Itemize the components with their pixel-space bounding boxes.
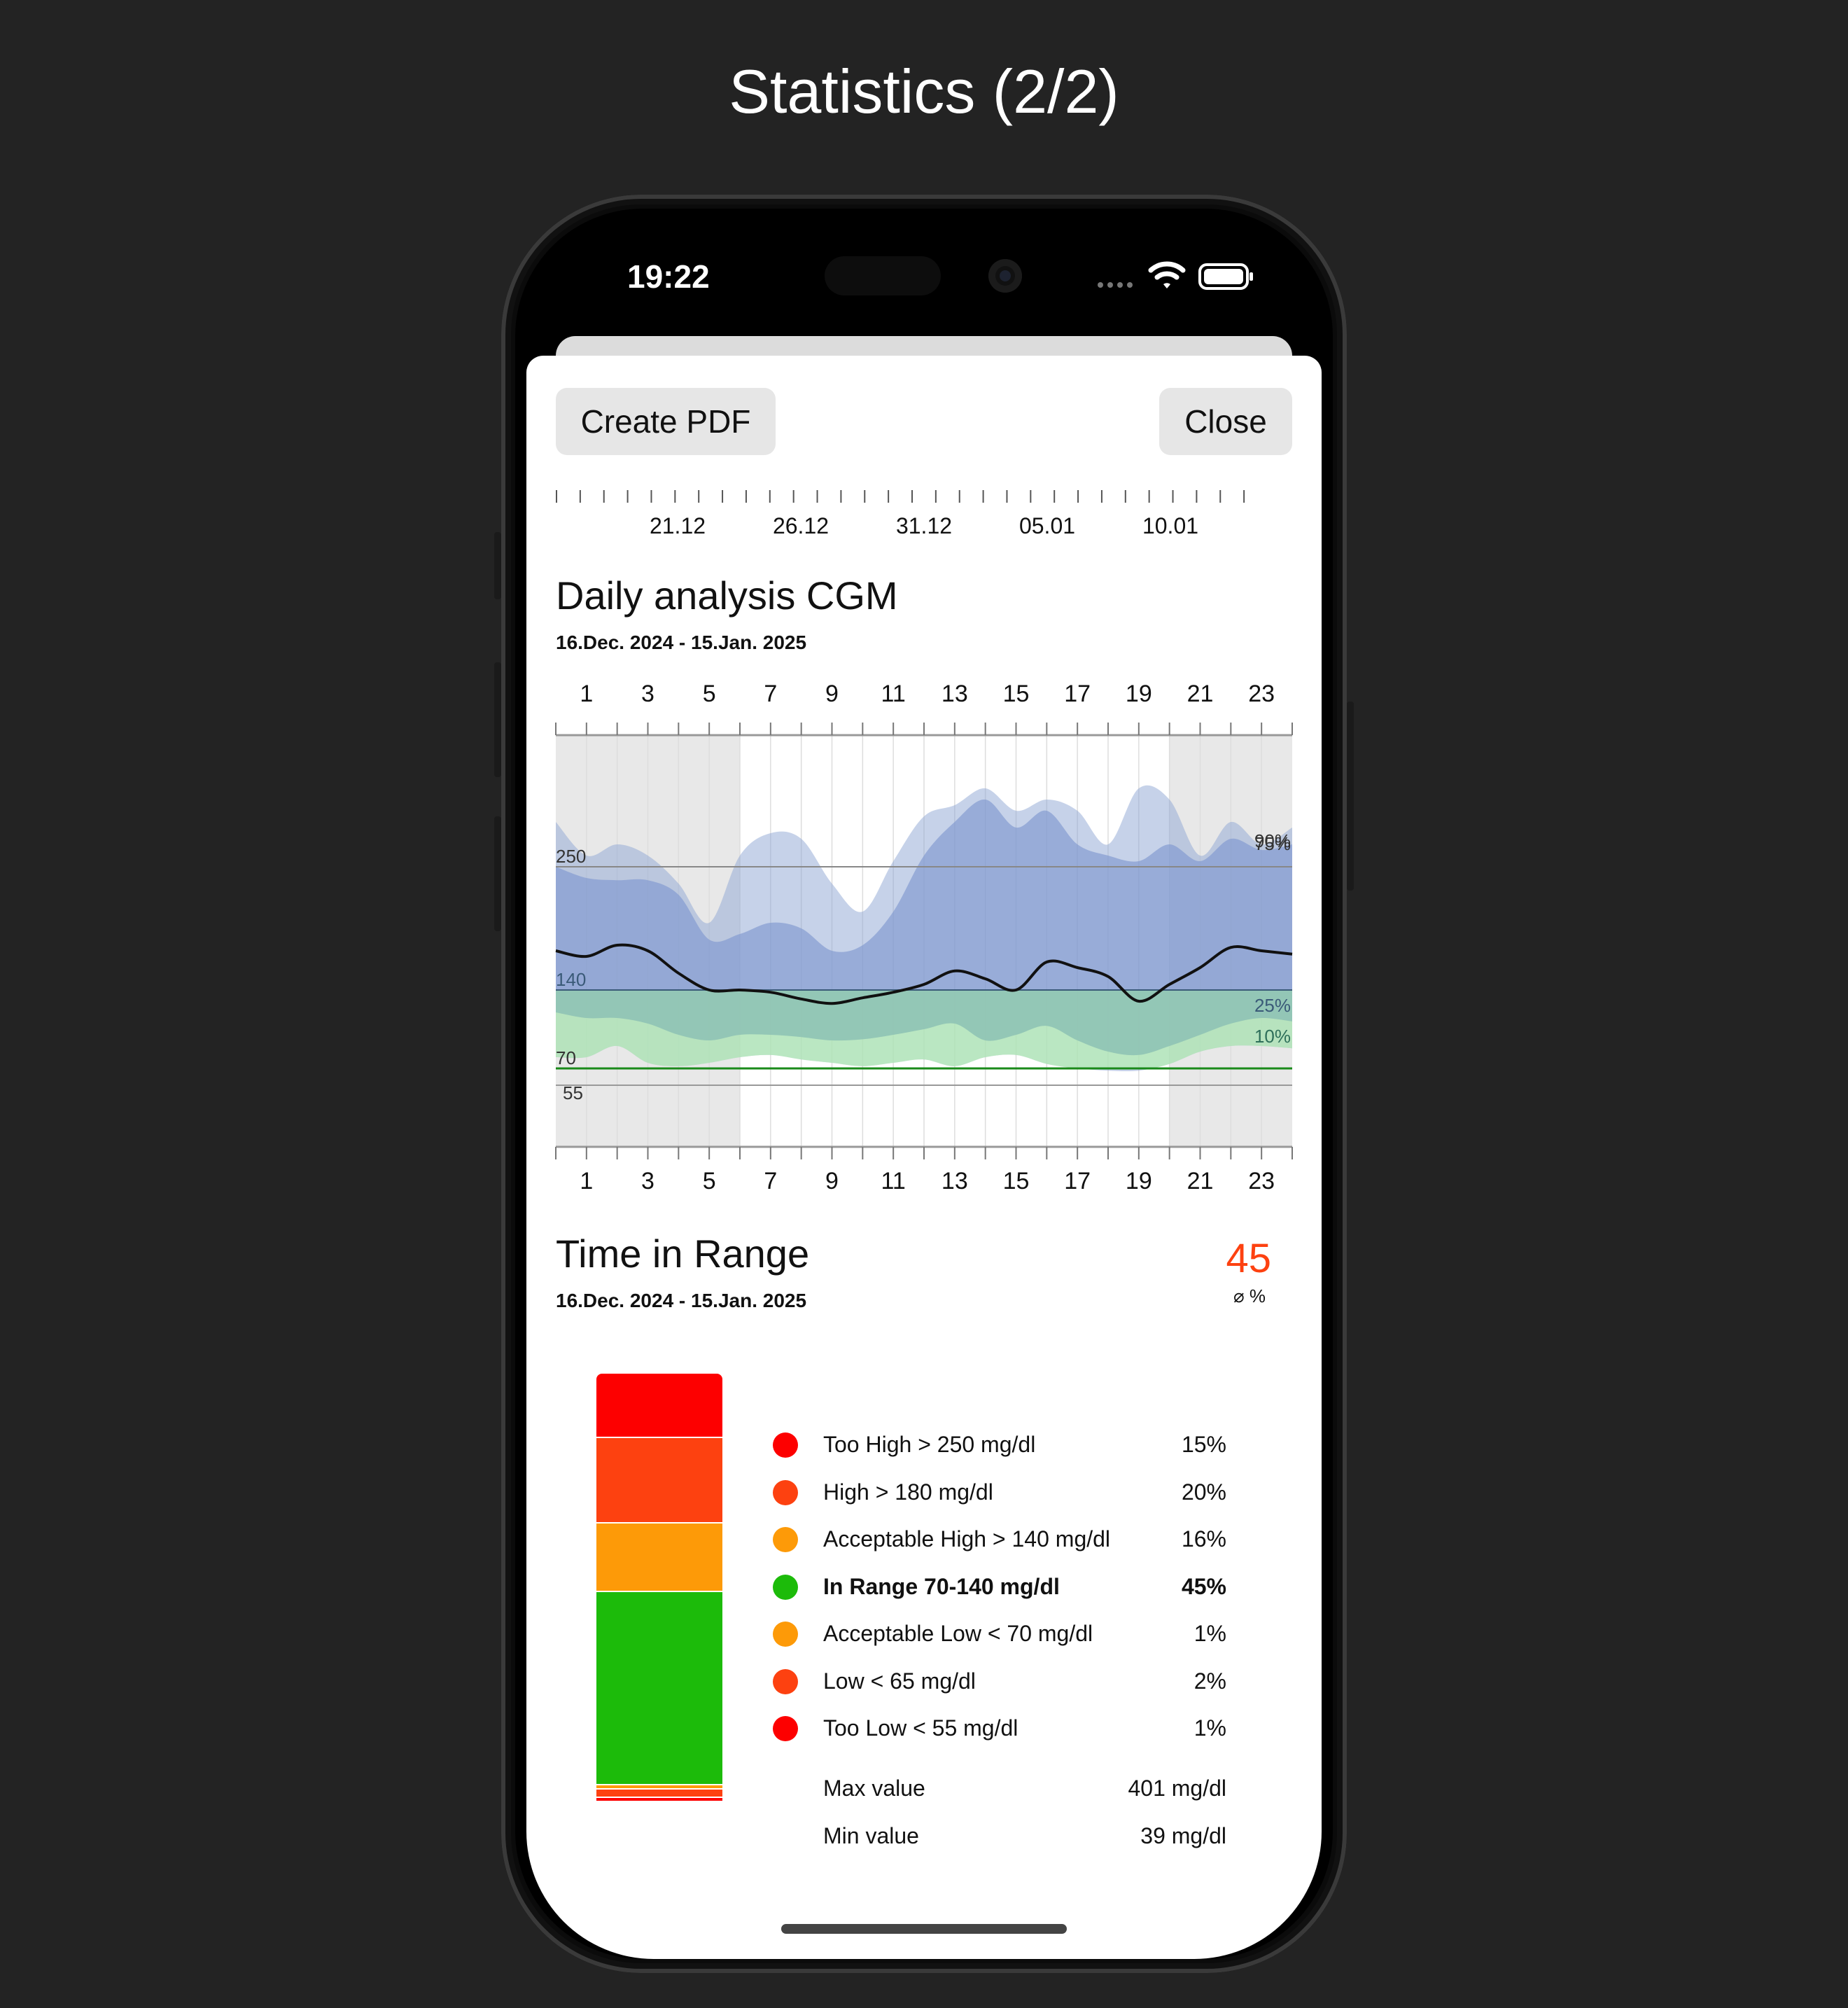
hour-label-top: 15 <box>1003 681 1030 707</box>
percentile-label: 25% <box>1254 995 1291 1016</box>
hour-label-top: 5 <box>703 681 716 707</box>
date-axis-label: 05.01 <box>1019 513 1075 538</box>
daily-analysis-chart: 250140705590%75%25%10%113355779911111313… <box>555 681 1293 1194</box>
power-button <box>1347 702 1354 891</box>
hour-label-top: 21 <box>1187 681 1214 707</box>
home-indicator[interactable] <box>781 1924 1067 1934</box>
tir-stacked-bar <box>596 1374 722 1802</box>
hour-label-bottom: 13 <box>941 1168 968 1194</box>
battery-icon <box>1198 263 1253 290</box>
in-range-band-tint <box>556 990 1292 1056</box>
hour-label-top: 19 <box>1126 681 1152 707</box>
signal-dots-icon <box>1098 282 1133 288</box>
hour-label-bottom: 17 <box>1064 1168 1091 1194</box>
daily-analysis-title: Daily analysis CGM <box>556 573 898 618</box>
hour-label-bottom: 3 <box>641 1168 654 1194</box>
percentile-label: 10% <box>1254 1026 1291 1047</box>
tir-bar-segment <box>596 1437 722 1523</box>
tir-average-value: 45 <box>1226 1236 1271 1281</box>
hour-label-top: 7 <box>764 681 777 707</box>
volume-up-button <box>494 662 501 777</box>
hour-label-bottom: 15 <box>1003 1168 1030 1194</box>
min-value: 39 mg/dl <box>1140 1823 1226 1848</box>
tir-bar-segment <box>596 1524 722 1591</box>
status-time: 19:22 <box>627 258 710 295</box>
threshold-label-140: 140 <box>556 969 586 990</box>
hour-label-bottom: 7 <box>764 1168 777 1194</box>
dynamic-island <box>825 256 941 295</box>
hour-label-top: 3 <box>641 681 654 707</box>
tir-average-unit: ⌀ % <box>1233 1285 1266 1306</box>
hour-label-top: 13 <box>941 681 968 707</box>
hour-label-bottom: 19 <box>1126 1168 1152 1194</box>
date-axis-label: 26.12 <box>773 513 829 538</box>
hour-label-top: 1 <box>580 681 593 707</box>
tir-bar-segment <box>596 1592 722 1784</box>
hour-label-bottom: 21 <box>1187 1168 1214 1194</box>
threshold-label-70: 70 <box>556 1047 576 1068</box>
daily-analysis-date-range: 16.Dec. 2024 - 15.Jan. 2025 <box>556 632 807 653</box>
hour-label-top: 11 <box>881 681 906 707</box>
max-value-label: Max value <box>823 1776 925 1801</box>
hour-label-bottom: 9 <box>825 1168 839 1194</box>
tir-bar-segment <box>596 1789 722 1797</box>
tir-bar-segment <box>596 1797 722 1801</box>
hour-label-bottom: 1 <box>580 1168 593 1194</box>
create-pdf-button[interactable]: Create PDF <box>556 388 776 455</box>
percentile-label: 90% <box>1254 830 1291 851</box>
date-axis-label: 10.01 <box>1142 513 1198 538</box>
threshold-label-250: 250 <box>556 846 586 867</box>
camera-icon <box>988 259 1022 293</box>
date-axis: 21.12 26.12 31.12 05.01 10.01 <box>556 490 1245 538</box>
close-button[interactable]: Close <box>1159 388 1292 455</box>
date-axis-label: 31.12 <box>896 513 952 538</box>
hour-label-top: 9 <box>825 681 839 707</box>
tir-bar-segment <box>596 1785 722 1788</box>
hour-label-bottom: 23 <box>1248 1168 1275 1194</box>
hour-label-top: 17 <box>1064 681 1091 707</box>
median-line <box>555 943 1293 1005</box>
tir-bar-segment <box>596 1374 722 1437</box>
action-button <box>494 532 501 599</box>
hour-label-bottom: 11 <box>881 1168 906 1194</box>
max-value: 401 mg/dl <box>1128 1776 1226 1801</box>
threshold-label-55: 55 <box>563 1082 583 1103</box>
min-value-label: Min value <box>823 1823 919 1848</box>
percentile-label: 75% <box>1254 833 1291 854</box>
date-axis-label: 21.12 <box>650 513 706 538</box>
hour-label-bottom: 5 <box>703 1168 716 1194</box>
page-title: Statistics (2/2) <box>729 57 1119 126</box>
wifi-icon <box>1148 261 1186 288</box>
hour-label-top: 23 <box>1248 681 1275 707</box>
time-in-range-date-range: 16.Dec. 2024 - 15.Jan. 2025 <box>556 1290 807 1311</box>
volume-down-button <box>494 816 501 931</box>
time-in-range-title: Time in Range <box>556 1232 810 1276</box>
